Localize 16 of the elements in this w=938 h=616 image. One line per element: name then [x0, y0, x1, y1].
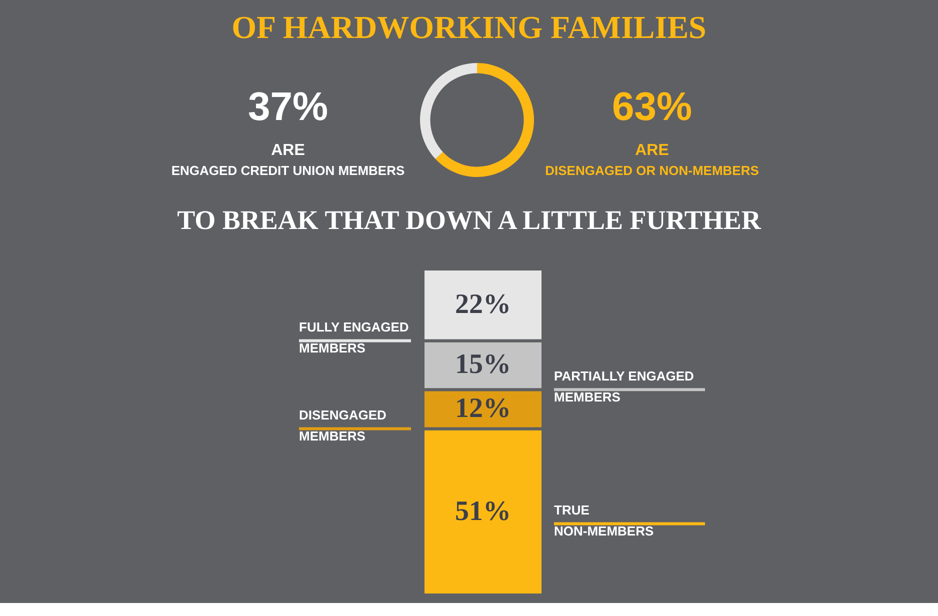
text: DISENGAGED MEMBERS: [299, 408, 386, 444]
chart-title: TO BREAK THAT DOWN A LITTLE FURTHER: [177, 205, 762, 235]
donut-slice: [420, 63, 477, 160]
series-label: TRUE NON-MEMBERS: [554, 502, 654, 539]
series-label: PARTIALLY ENGAGED MEMBERS: [554, 368, 694, 405]
category-label: ARE ENGAGED CREDIT UNION MEMBERS: [171, 142, 405, 178]
series-label: FULLY ENGAGED MEMBERS: [299, 320, 409, 356]
data-label: 37%: [248, 85, 328, 129]
data-label: 22%: [455, 288, 511, 320]
data-label: 51%: [455, 496, 511, 527]
data-label: 63%: [612, 85, 692, 129]
category-label: ARE DISENGAGED OR NON-MEMBERS: [545, 142, 759, 178]
donut-slice: [435, 63, 534, 177]
data-label: 15%: [455, 349, 511, 380]
chart-title: OF HARDWORKING FAMILIES: [232, 9, 706, 45]
data-label: 12%: [455, 393, 511, 424]
